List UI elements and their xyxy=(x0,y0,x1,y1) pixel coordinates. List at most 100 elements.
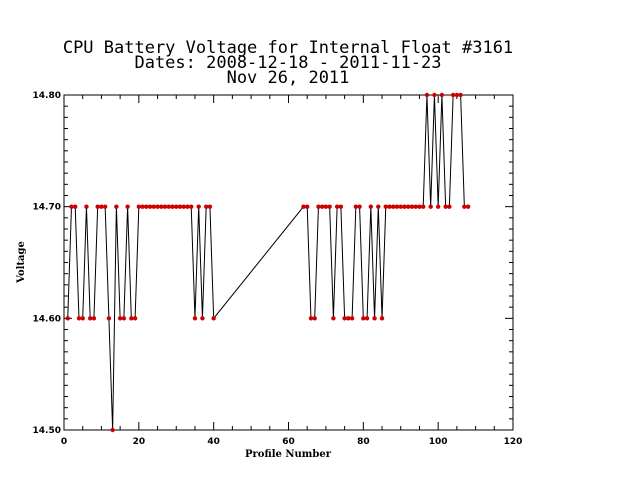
data-point xyxy=(144,204,149,209)
data-point xyxy=(91,316,97,321)
x-tick-label: 40 xyxy=(207,437,220,447)
data-point xyxy=(196,204,201,209)
data-point xyxy=(69,204,74,209)
data-point xyxy=(450,92,456,98)
data-point xyxy=(398,204,403,209)
data-point xyxy=(465,204,471,209)
x-axis-label: Profile Number xyxy=(245,449,332,460)
y-tick-label: 14.60 xyxy=(33,314,61,324)
data-point xyxy=(447,204,452,209)
data-point xyxy=(301,204,306,209)
data-point xyxy=(432,92,437,98)
data-point xyxy=(121,316,127,321)
data-point xyxy=(189,204,194,209)
data-point xyxy=(80,316,85,321)
data-point xyxy=(346,316,351,321)
y-tick-label: 14.70 xyxy=(33,203,61,213)
series-line xyxy=(67,94,469,431)
data-point xyxy=(312,316,317,321)
data-point xyxy=(170,204,175,209)
data-point xyxy=(151,204,156,209)
data-point xyxy=(361,316,366,321)
data-point xyxy=(342,316,347,321)
x-tick-label: 120 xyxy=(504,437,523,447)
data-point xyxy=(409,204,415,209)
data-point xyxy=(174,204,179,209)
data-point xyxy=(102,204,108,209)
y-axis-label: Voltage xyxy=(16,241,27,284)
data-point xyxy=(132,316,138,321)
data-point xyxy=(65,316,70,321)
data-point xyxy=(114,204,119,209)
data-point xyxy=(185,204,190,209)
data-point xyxy=(387,204,392,209)
data-point xyxy=(421,204,426,209)
data-point xyxy=(353,204,359,209)
chart-title-line-2: Dates: 2008-12-18 - 2011-11-23 xyxy=(134,53,441,73)
data-point xyxy=(454,92,460,98)
data-point xyxy=(458,92,463,98)
data-point xyxy=(159,204,164,209)
data-point xyxy=(327,204,332,209)
data-point xyxy=(95,204,100,209)
axis-tick-labels: 0 20 40 60 80 100 120 14.50 14.60 14.70 14.80 xyxy=(33,91,523,447)
data-point xyxy=(402,204,407,209)
y-tick-label: 14.50 xyxy=(33,426,61,436)
x-tick-label: 80 xyxy=(357,437,370,447)
data-point xyxy=(106,316,112,321)
data-point xyxy=(394,204,400,209)
data-point xyxy=(99,204,104,209)
data-point xyxy=(140,204,145,209)
data-point xyxy=(372,316,377,321)
y-tick-label: 14.80 xyxy=(33,91,61,101)
data-point xyxy=(435,204,441,209)
data-point xyxy=(110,427,115,433)
data-point xyxy=(200,316,205,321)
x-tick-label: 100 xyxy=(429,437,448,447)
data-point xyxy=(413,204,418,209)
data-point xyxy=(117,316,123,321)
data-point xyxy=(379,316,385,321)
chart-title-line-1: CPU Battery Voltage for Internal Float #… xyxy=(63,38,513,58)
data-point xyxy=(417,204,422,209)
data-point xyxy=(211,316,216,321)
data-point xyxy=(155,204,160,209)
data-point xyxy=(357,204,362,209)
data-point xyxy=(319,204,325,209)
data-point xyxy=(364,316,370,321)
x-tick-label: 20 xyxy=(133,437,146,447)
data-point xyxy=(331,316,336,321)
data-point xyxy=(443,204,448,209)
data-point xyxy=(323,204,329,209)
data-point xyxy=(76,316,82,321)
data-point xyxy=(406,204,411,209)
data-point xyxy=(338,204,344,209)
data-point xyxy=(305,204,310,209)
data-point xyxy=(383,204,388,209)
data-point xyxy=(349,316,355,321)
data-point xyxy=(368,204,374,209)
data-point xyxy=(147,204,153,209)
x-tick-label: 0 xyxy=(61,437,67,447)
data-point xyxy=(73,204,78,209)
data-point xyxy=(439,92,445,98)
data-point xyxy=(162,204,168,209)
data-point xyxy=(462,204,467,209)
data-point xyxy=(334,204,340,209)
data-point xyxy=(192,316,198,321)
data-point xyxy=(308,316,314,321)
data-point xyxy=(166,204,171,209)
axis-ticks xyxy=(63,94,514,431)
plot-frame xyxy=(63,94,514,431)
data-point xyxy=(177,204,183,209)
data-point xyxy=(136,204,142,209)
data-point xyxy=(391,204,396,209)
data-point xyxy=(376,204,381,209)
data-point xyxy=(87,316,93,321)
data-point xyxy=(424,92,430,98)
data-point xyxy=(129,316,134,321)
x-tick-label: 60 xyxy=(282,437,295,447)
data-point xyxy=(84,204,89,209)
chart-title-line-3: Nov 26, 2011 xyxy=(227,68,350,88)
